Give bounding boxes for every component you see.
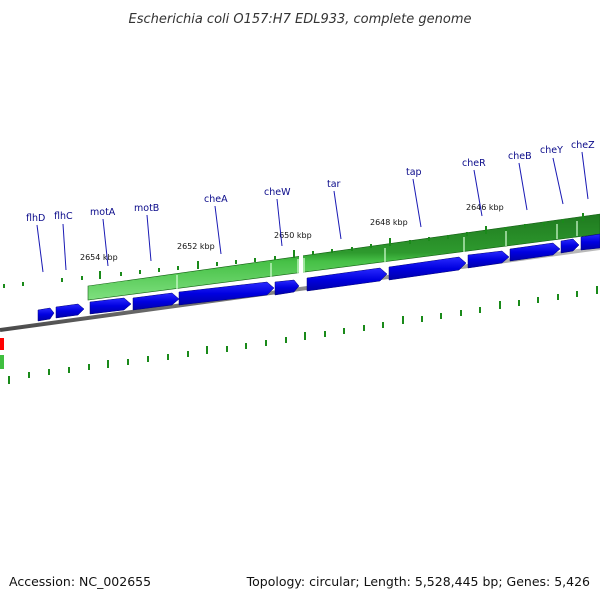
scale-label-2646: 2646 kbp bbox=[466, 203, 504, 212]
gene-label-flhC: flhC bbox=[54, 211, 73, 222]
genome-summary: Topology: circular; Length: 5,528,445 bp… bbox=[246, 574, 590, 589]
gene-label-cheA: cheA bbox=[204, 194, 228, 205]
edge-feature-red bbox=[0, 338, 4, 350]
scale-label-2652: 2652 kbp bbox=[177, 242, 215, 251]
leader-line-cheR bbox=[473, 169, 483, 217]
gene-label-motA: motA bbox=[90, 207, 116, 218]
lower-tick-row bbox=[8, 286, 598, 384]
leader-line-tap bbox=[412, 178, 422, 228]
leader-line-flhC bbox=[62, 223, 67, 271]
leader-line-cheB bbox=[518, 162, 528, 211]
cds-arrow-flhD bbox=[37, 307, 55, 322]
gene-label-cheZ: cheZ bbox=[571, 140, 595, 151]
cds-track bbox=[37, 233, 600, 322]
gene-label-tar: tar bbox=[327, 179, 341, 190]
gene-label-cheY: cheY bbox=[540, 145, 563, 156]
leader-line-cheA bbox=[214, 205, 222, 255]
accession-label: Accession: NC_002655 bbox=[9, 574, 151, 589]
cds-arrow-motA bbox=[89, 297, 132, 315]
feature-gap bbox=[299, 255, 303, 277]
cds-arrow-tar bbox=[306, 267, 388, 292]
cds-arrow-cheA bbox=[178, 281, 275, 306]
gene-label-flhD: flhD bbox=[26, 213, 45, 224]
upper-tick-row bbox=[3, 213, 584, 288]
leader-line-cheW bbox=[276, 198, 283, 247]
gene-label-cheW: cheW bbox=[264, 187, 291, 198]
gene-label-cheB: cheB bbox=[508, 151, 532, 162]
cds-arrow-cheB bbox=[509, 242, 561, 262]
cds-arrow-cheW bbox=[274, 279, 300, 296]
gene-label-motB: motB bbox=[134, 203, 159, 214]
cds-arrow-cheR bbox=[467, 250, 510, 269]
cds-arrow-cheZ bbox=[580, 233, 600, 251]
gene-label-tap: tap bbox=[406, 167, 422, 178]
cds-arrow-tap bbox=[388, 256, 467, 281]
scale-label-2654: 2654 kbp bbox=[80, 253, 118, 262]
leader-line-flhD bbox=[36, 224, 44, 273]
gene-leader-lines bbox=[36, 151, 589, 273]
scale-label-2648: 2648 kbp bbox=[370, 218, 408, 227]
leader-line-tar bbox=[333, 190, 342, 240]
leader-line-cheY bbox=[552, 157, 564, 205]
cds-arrow-cheY bbox=[560, 238, 580, 254]
leader-line-motA bbox=[102, 218, 109, 267]
cds-arrow-flhC bbox=[55, 303, 85, 319]
leader-line-cheZ bbox=[581, 151, 589, 200]
gene-feature-separators bbox=[176, 221, 578, 289]
scale-label-2650: 2650 kbp bbox=[274, 231, 312, 240]
gene-label-cheR: cheR bbox=[462, 158, 486, 169]
cds-arrow-motB bbox=[132, 292, 180, 311]
edge-feature-green bbox=[0, 355, 4, 369]
leader-line-motB bbox=[146, 214, 152, 262]
map-title: Escherichia coli O157:H7 EDL933, complet… bbox=[129, 12, 472, 27]
